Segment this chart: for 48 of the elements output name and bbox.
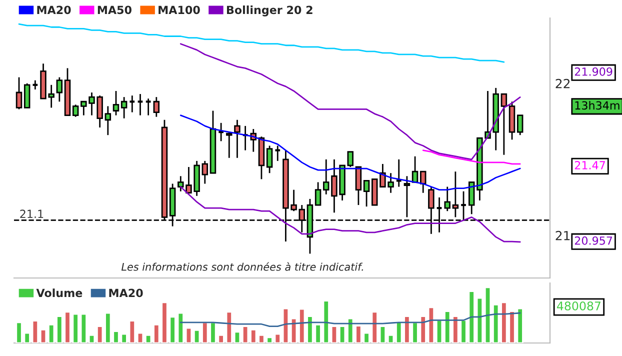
legend-label: Volume bbox=[36, 288, 82, 298]
candlestick bbox=[202, 160, 208, 184]
candlestick bbox=[128, 94, 136, 113]
candlestick bbox=[355, 166, 362, 206]
candlestick bbox=[452, 170, 459, 218]
legend-label: MA20 bbox=[109, 288, 143, 298]
legend-label: MA100 bbox=[158, 6, 200, 14]
candlestick bbox=[56, 76, 63, 102]
text: 13h34m bbox=[575, 101, 620, 110]
candlestick bbox=[136, 93, 144, 116]
candlestick bbox=[153, 96, 160, 118]
line-series bbox=[18, 23, 505, 63]
candlestick bbox=[120, 96, 128, 120]
line-series bbox=[422, 150, 521, 165]
annotation: Les informations sont données à titre indicatif. bbox=[121, 262, 363, 271]
candlestick bbox=[516, 114, 524, 136]
candlestick bbox=[500, 93, 508, 156]
y-tick-label: 21 bbox=[556, 230, 570, 240]
candlestick bbox=[226, 131, 232, 159]
text: 480087 bbox=[557, 301, 600, 310]
candlestick bbox=[144, 98, 152, 116]
text: 21.47 bbox=[574, 161, 605, 170]
candlestick bbox=[323, 158, 330, 196]
legend-label: MA20 bbox=[37, 6, 71, 14]
candlestick bbox=[16, 76, 22, 110]
candlestick bbox=[347, 151, 354, 168]
candlestick bbox=[404, 175, 410, 218]
candlestick bbox=[104, 105, 112, 136]
candlestick bbox=[314, 182, 322, 206]
candlestick bbox=[444, 186, 450, 212]
text: 20.957 bbox=[574, 236, 612, 245]
candlestick bbox=[266, 145, 273, 174]
candlestick bbox=[468, 182, 475, 215]
text: 21.909 bbox=[574, 67, 612, 76]
candlestick bbox=[363, 180, 370, 208]
line-series bbox=[180, 43, 521, 160]
legend-label: Bollinger 20 2 bbox=[226, 6, 312, 16]
candlestick bbox=[234, 119, 240, 159]
candlestick bbox=[460, 190, 467, 221]
line-series bbox=[180, 114, 521, 191]
ref-line-label: 21.1 bbox=[20, 210, 44, 218]
candlestick bbox=[24, 82, 30, 108]
legend-label: MA50 bbox=[98, 6, 132, 14]
candlestick bbox=[274, 145, 282, 162]
candlestick bbox=[112, 90, 120, 116]
candlestick bbox=[32, 80, 39, 90]
candlestick bbox=[72, 104, 79, 118]
y-tick-label: 22 bbox=[556, 78, 570, 88]
